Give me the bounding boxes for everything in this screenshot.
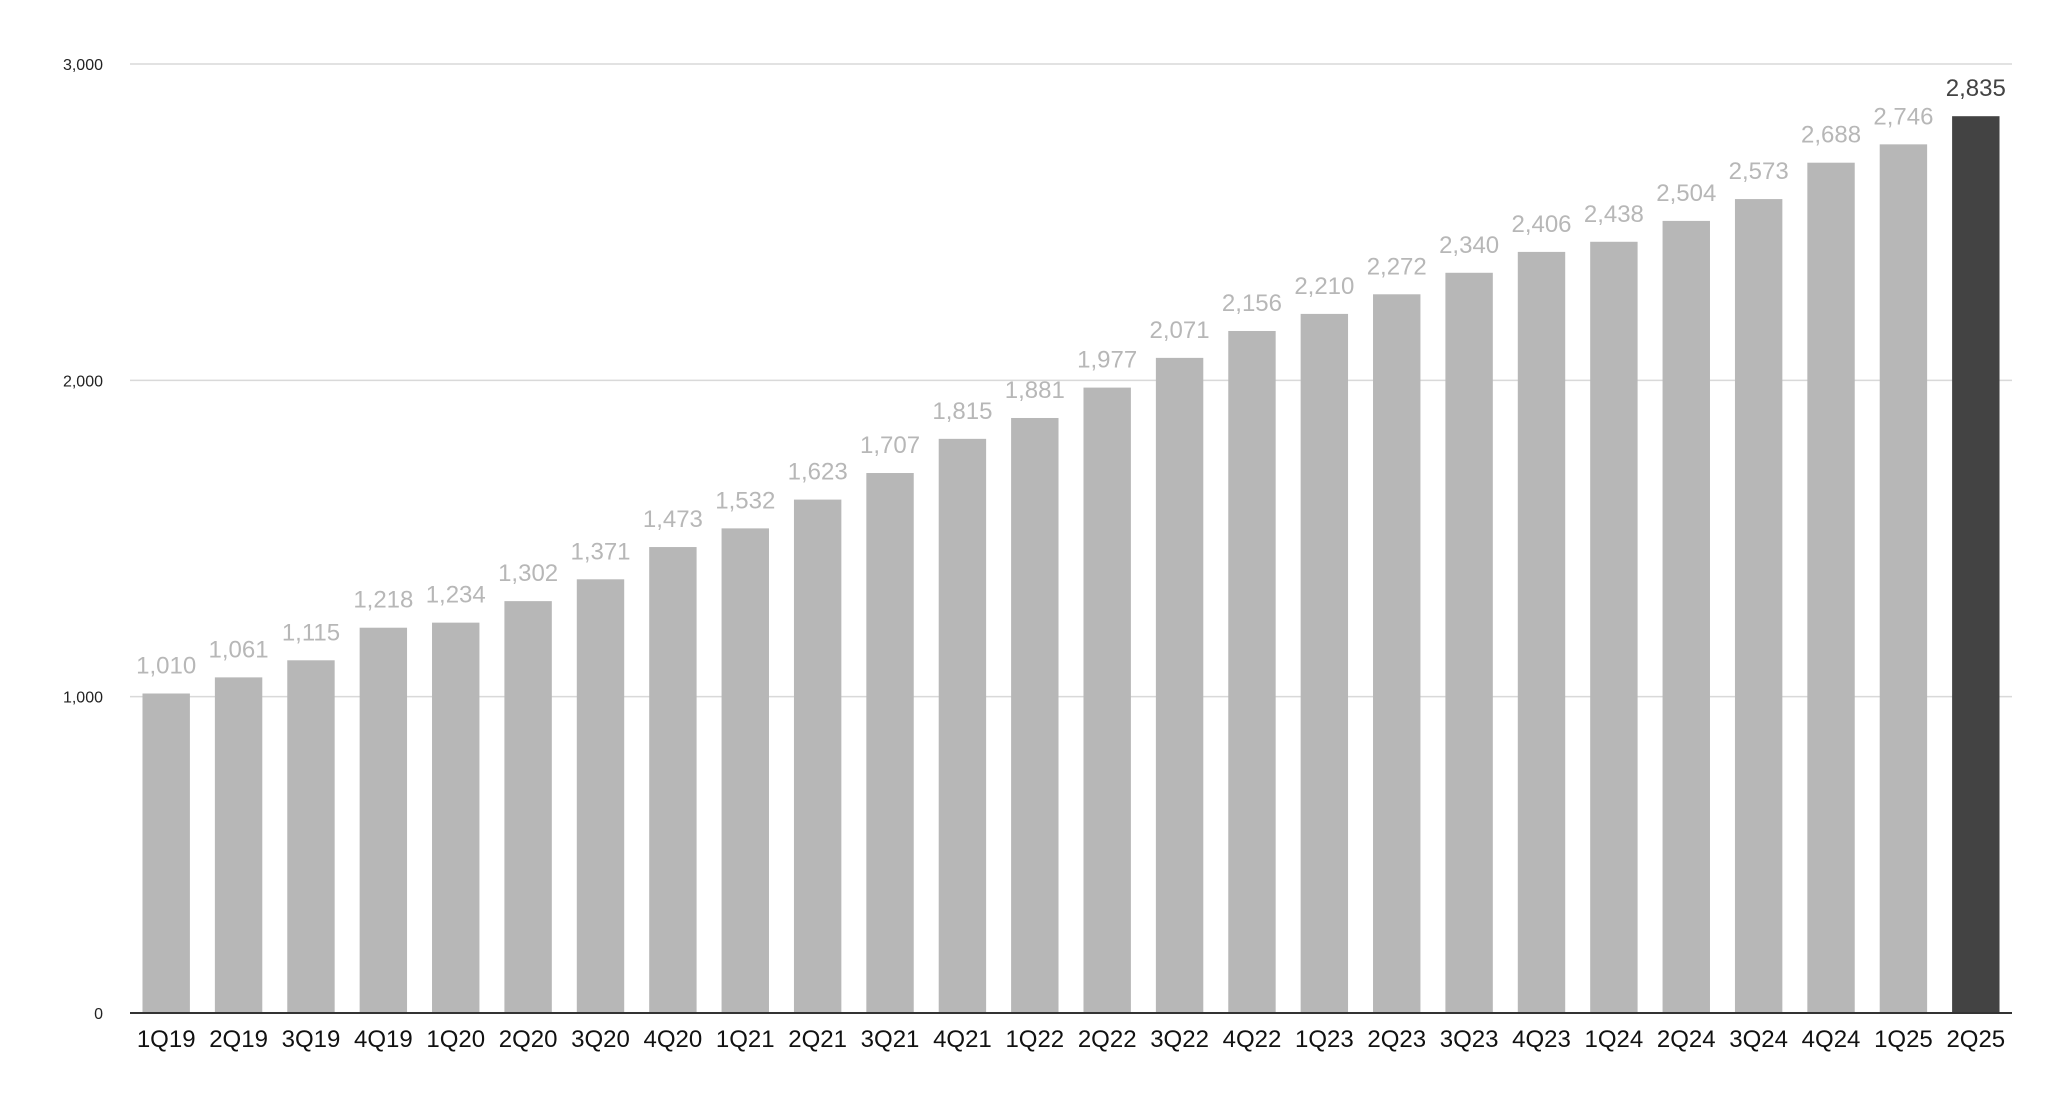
x-tick-label: 1Q23 [1295,1026,1354,1053]
data-label: 2,272 [1367,253,1427,280]
bar-4Q21 [938,438,987,1014]
bar-2Q22 [1083,387,1131,1013]
x-tick-label: 1Q22 [1005,1026,1064,1053]
bar-2Q23 [1373,294,1421,1014]
bar-2Q19 [214,677,263,1013]
data-label: 1,977 [1077,347,1137,374]
x-tick-label: 3Q22 [1150,1026,1209,1053]
data-label: 2,156 [1222,290,1282,317]
bars [142,116,2000,1014]
data-label: 1,010 [136,653,196,680]
x-tick-label: 4Q22 [1223,1026,1282,1053]
bar-1Q19 [142,693,190,1013]
data-label: 2,573 [1729,158,1789,185]
bar-4Q24 [1807,162,1855,1014]
bar-2Q25 [1952,116,2000,1013]
data-label: 2,746 [1873,103,1933,130]
x-tick-label: 4Q21 [933,1026,992,1053]
x-tick-label: 4Q20 [644,1026,703,1053]
bar-2Q20 [504,601,552,1013]
data-label: 1,218 [353,587,413,614]
data-label: 1,371 [570,538,630,565]
x-tick-label: 1Q25 [1874,1026,1933,1053]
data-label: 1,234 [426,582,486,609]
bar-4Q22 [1228,330,1276,1013]
data-label: 1,881 [1005,377,1065,404]
x-tick-label: 2Q22 [1078,1026,1137,1053]
y-tick-label: 1,000 [63,690,103,707]
bar-4Q19 [359,627,408,1013]
data-label: 2,688 [1801,122,1861,149]
data-label: 2,071 [1150,317,1210,344]
x-tick-label: 4Q23 [1512,1026,1571,1053]
x-tick-label: 4Q24 [1802,1026,1861,1053]
data-label: 2,504 [1656,180,1716,207]
x-tick-label: 4Q19 [354,1026,413,1053]
x-tick-label: 3Q19 [282,1026,341,1053]
data-labels: 1,010 1,061 1,115 1,218 1,234 1,302 1,371 1,473… [136,75,2006,679]
x-tick-label: 3Q21 [861,1026,920,1053]
bar-1Q22 [1011,417,1059,1013]
data-label: 2,210 [1294,273,1354,300]
data-label: 2,406 [1511,211,1571,238]
x-tick-label: 2Q19 [209,1026,268,1053]
data-label: 2,340 [1439,232,1499,259]
bar-2Q24 [1662,220,1710,1013]
x-tick-label: 3Q23 [1440,1026,1499,1053]
x-tick-label: 2Q25 [1946,1026,2005,1053]
data-label: 1,623 [788,459,848,486]
bar-2Q21 [793,499,842,1013]
bar-1Q23 [1300,313,1349,1013]
data-label: 2,835 [1946,75,2006,102]
bar-1Q24 [1590,241,1638,1014]
bar-3Q20 [576,579,625,1013]
data-label: 1,473 [643,506,703,533]
bar-3Q22 [1155,357,1204,1013]
data-label: 1,532 [715,487,775,514]
data-label: 1,302 [498,560,558,587]
data-label: 1,815 [932,398,992,425]
y-axis: 0 1,000 2,000 3,000 [63,57,103,1023]
x-tick-label: 3Q20 [571,1026,630,1053]
x-tick-label: 2Q24 [1657,1026,1716,1053]
bar-1Q20 [432,622,480,1013]
bar-3Q21 [866,473,914,1013]
x-tick-label: 2Q21 [788,1026,847,1053]
x-axis: 1Q19 2Q19 3Q19 4Q19 1Q20 2Q20 3Q20 4Q20 1Q21 2Q21… [130,1012,2012,1053]
data-label: 1,707 [860,432,920,459]
bar-3Q24 [1734,199,1783,1013]
x-tick-label: 1Q21 [716,1026,775,1053]
data-label: 1,115 [282,619,340,646]
x-tick-label: 1Q19 [137,1026,196,1053]
y-tick-label: 2,000 [63,373,103,390]
x-tick-label: 1Q24 [1585,1026,1644,1053]
bar-3Q23 [1445,272,1493,1013]
x-tick-label: 2Q23 [1367,1026,1426,1053]
data-label: 1,061 [209,636,269,663]
x-tick-label: 1Q20 [426,1026,485,1053]
y-tick-label: 0 [94,1006,103,1023]
bar-1Q25 [1879,144,1928,1014]
bar-1Q21 [721,528,769,1013]
bar-3Q19 [287,660,335,1013]
bar-4Q23 [1517,251,1566,1014]
y-tick-label: 3,000 [63,57,103,74]
data-label: 2,438 [1584,201,1644,228]
x-tick-label: 2Q20 [499,1026,558,1053]
bar-4Q20 [649,547,697,1013]
x-tick-label: 3Q24 [1729,1026,1788,1053]
